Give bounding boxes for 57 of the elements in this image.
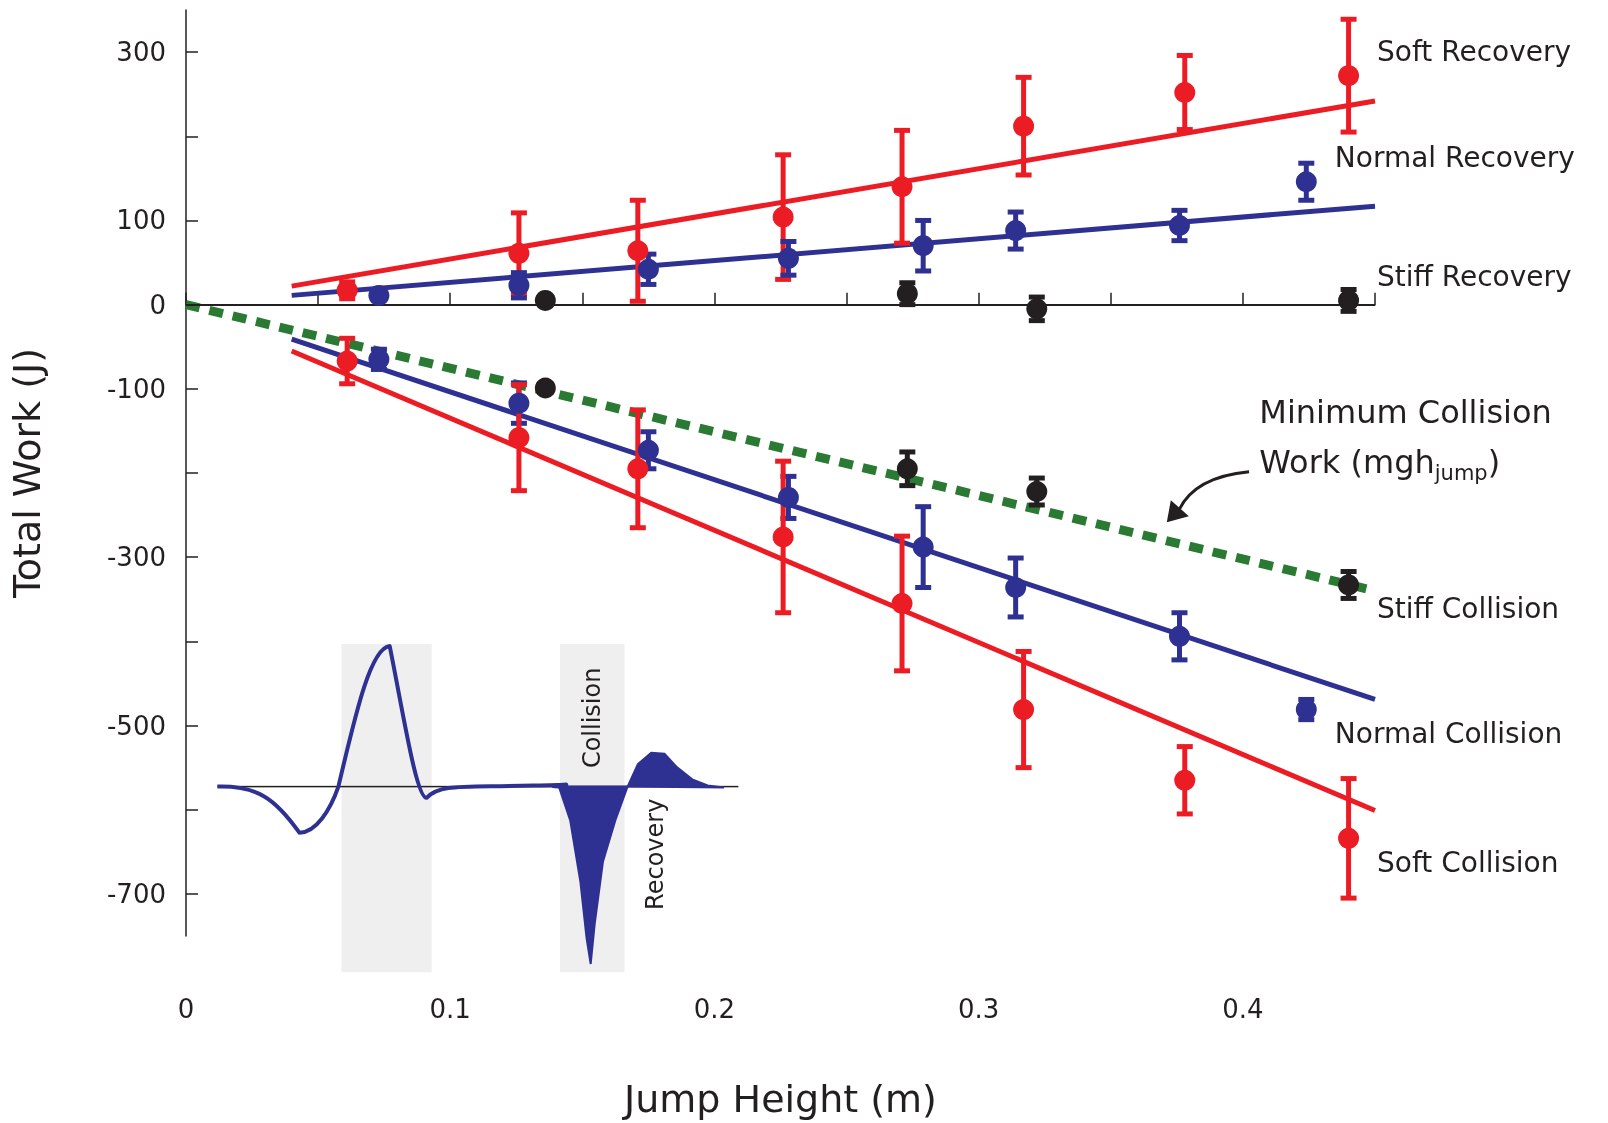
point bbox=[1169, 625, 1190, 647]
point bbox=[1174, 82, 1196, 103]
point bbox=[627, 240, 649, 262]
point bbox=[1338, 827, 1360, 849]
y-tick-label: 300 bbox=[116, 37, 166, 68]
point bbox=[1174, 769, 1196, 791]
annotation: Minimum Collision Work (mgh$_{jump}$) bbox=[1259, 391, 1553, 487]
series-label: Normal Collision bbox=[1334, 717, 1563, 751]
x-tick-label: 0 bbox=[177, 994, 195, 1024]
point bbox=[637, 258, 659, 280]
y-tick-label: 100 bbox=[116, 205, 166, 236]
annotation: Collision bbox=[577, 667, 606, 769]
x-tick-label: 0.1 bbox=[429, 994, 471, 1024]
point bbox=[534, 377, 556, 399]
point bbox=[772, 206, 794, 228]
point bbox=[1169, 215, 1190, 236]
point bbox=[891, 176, 913, 198]
series-label: Stiff Recovery bbox=[1377, 259, 1572, 293]
point bbox=[777, 486, 799, 508]
x-axis-title: Jump Height (m) bbox=[622, 1077, 937, 1121]
point bbox=[777, 247, 799, 269]
point bbox=[534, 289, 556, 311]
point bbox=[1013, 115, 1035, 137]
y-tick-label: -100 bbox=[106, 373, 166, 404]
point bbox=[508, 427, 530, 449]
annotation: Recovery bbox=[641, 798, 670, 910]
point bbox=[627, 458, 649, 480]
series-label: Stiff Collision bbox=[1377, 592, 1560, 626]
point bbox=[1026, 481, 1048, 503]
point bbox=[508, 392, 530, 414]
y-tick-label: -300 bbox=[106, 542, 166, 573]
series-label: Normal Recovery bbox=[1334, 141, 1575, 175]
point bbox=[772, 526, 794, 548]
point bbox=[912, 235, 934, 257]
point bbox=[1295, 171, 1317, 193]
point bbox=[912, 536, 934, 558]
y-tick-label: 0 bbox=[149, 289, 166, 320]
point bbox=[891, 592, 913, 614]
point bbox=[508, 242, 530, 264]
point bbox=[508, 274, 530, 296]
y-axis-title: Total Work (J) bbox=[5, 348, 49, 599]
point bbox=[1338, 574, 1360, 596]
point bbox=[896, 458, 918, 480]
series-label: Soft Recovery bbox=[1377, 35, 1572, 69]
point bbox=[1338, 65, 1360, 87]
y-tick-label: -700 bbox=[106, 878, 166, 909]
point bbox=[336, 350, 358, 372]
point bbox=[368, 284, 390, 306]
x-tick-label: 0.2 bbox=[693, 994, 736, 1024]
point bbox=[1013, 699, 1035, 721]
point bbox=[637, 439, 659, 461]
point bbox=[1005, 576, 1027, 598]
y-tick-label: -500 bbox=[106, 710, 166, 741]
series-label: Soft Collision bbox=[1377, 845, 1559, 879]
point bbox=[1005, 220, 1027, 242]
x-tick-label: 0.3 bbox=[957, 994, 1000, 1024]
x-tick-label: 0.4 bbox=[1222, 994, 1264, 1024]
